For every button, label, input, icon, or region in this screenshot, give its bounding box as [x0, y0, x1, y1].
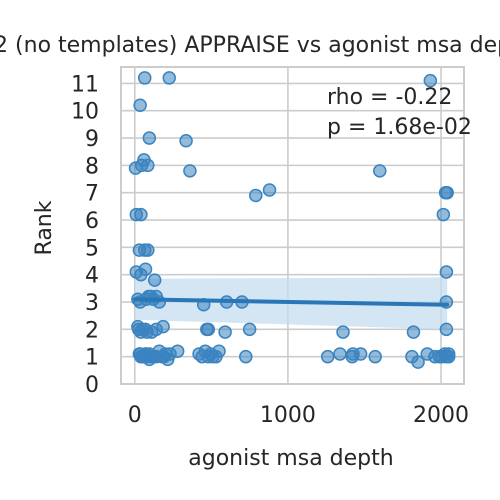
data-point — [156, 319, 170, 334]
rho-annotation: rho = -0.22 — [327, 85, 452, 110]
data-point — [201, 322, 216, 337]
data-point — [411, 355, 425, 369]
data-point — [239, 349, 253, 364]
data-point — [183, 164, 197, 178]
y-tick-label: 4 — [85, 264, 99, 289]
x-tick-label: 2000 — [413, 403, 469, 428]
data-point — [141, 158, 155, 173]
data-point — [179, 134, 193, 148]
data-point — [320, 349, 335, 364]
data-point — [440, 185, 454, 200]
y-tick-label: 6 — [85, 209, 99, 234]
data-point — [406, 325, 421, 339]
data-point — [218, 325, 232, 339]
data-point — [128, 161, 143, 175]
y-tick-label: 3 — [85, 291, 99, 316]
regression-line — [132, 297, 450, 307]
data-point — [160, 352, 175, 367]
data-point — [147, 273, 162, 287]
data-point — [134, 267, 148, 282]
y-tick-label: 11 — [71, 72, 99, 97]
y-tick-label: 10 — [71, 100, 99, 125]
data-point — [336, 325, 350, 339]
data-point — [441, 347, 456, 361]
data-point — [162, 71, 176, 85]
y-tick-label: 5 — [85, 236, 99, 261]
y-tick-label: 7 — [85, 182, 99, 207]
data-point — [439, 322, 454, 337]
y-axis-label: Rank — [32, 200, 57, 255]
data-point — [242, 322, 257, 337]
data-point — [262, 183, 277, 197]
x-tick-label: 0 — [128, 403, 142, 428]
y-tick-label: 2 — [85, 318, 99, 343]
plot-frame — [120, 66, 465, 385]
y-tick-label: 8 — [85, 154, 99, 179]
x-tick-label: 1000 — [260, 403, 316, 428]
data-point — [134, 207, 148, 222]
y-tick-label: 1 — [85, 346, 99, 371]
y-tick-label: 9 — [85, 127, 99, 152]
p-value-annotation: p = 1.68e-02 — [327, 115, 472, 140]
data-point — [137, 71, 152, 85]
data-point — [170, 344, 185, 358]
data-point — [142, 131, 157, 145]
data-point — [333, 347, 347, 361]
data-point — [249, 188, 263, 203]
data-point — [368, 349, 382, 364]
regression-line-layer — [132, 297, 450, 307]
y-tick-label: 0 — [85, 373, 99, 398]
data-point — [439, 265, 454, 279]
data-point — [141, 243, 155, 257]
x-axis-label: agonist msa depth — [188, 446, 393, 471]
data-point — [423, 73, 438, 88]
x-tick-labels: 0 1000 2000 — [128, 403, 469, 428]
data-point — [133, 98, 147, 113]
data-point — [212, 344, 226, 358]
chart-title: AF2 (no templates) APPRAISE vs agonist m… — [0, 33, 500, 58]
data-point — [353, 347, 368, 361]
data-point — [373, 164, 387, 178]
data-point — [436, 207, 451, 222]
